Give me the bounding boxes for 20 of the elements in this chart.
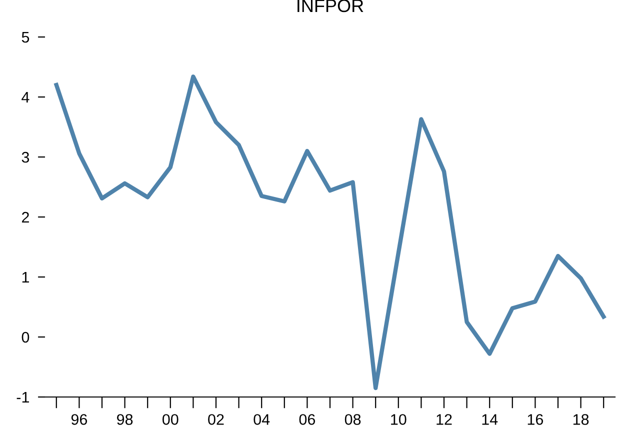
x-tick-label: 06: [299, 414, 316, 425]
x-tick-label: 14: [482, 414, 498, 425]
x-tick-label: 02: [208, 414, 224, 425]
x-tick-label: 04: [254, 414, 270, 425]
y-tick-label: 2: [22, 212, 29, 223]
line-series: [54, 74, 606, 390]
y-tick-label: 4: [22, 92, 30, 103]
x-tick-label: 98: [117, 414, 133, 425]
x-tick-label: 96: [71, 414, 88, 425]
x-tick-label: 12: [436, 414, 452, 425]
x-tick-label: 18: [573, 414, 589, 425]
x-tick-label: 08: [344, 414, 361, 425]
x-tick-label: 00: [162, 414, 178, 425]
x-tick-label: 10: [391, 414, 406, 425]
y-tick-label: 5: [22, 32, 30, 43]
y-tick-label: 1: [22, 272, 29, 283]
y-tick-label: -1: [16, 392, 29, 403]
x-tick-label: 16: [528, 414, 544, 425]
y-tick-label: 3: [22, 152, 30, 163]
y-tick-label: 0: [22, 332, 30, 343]
